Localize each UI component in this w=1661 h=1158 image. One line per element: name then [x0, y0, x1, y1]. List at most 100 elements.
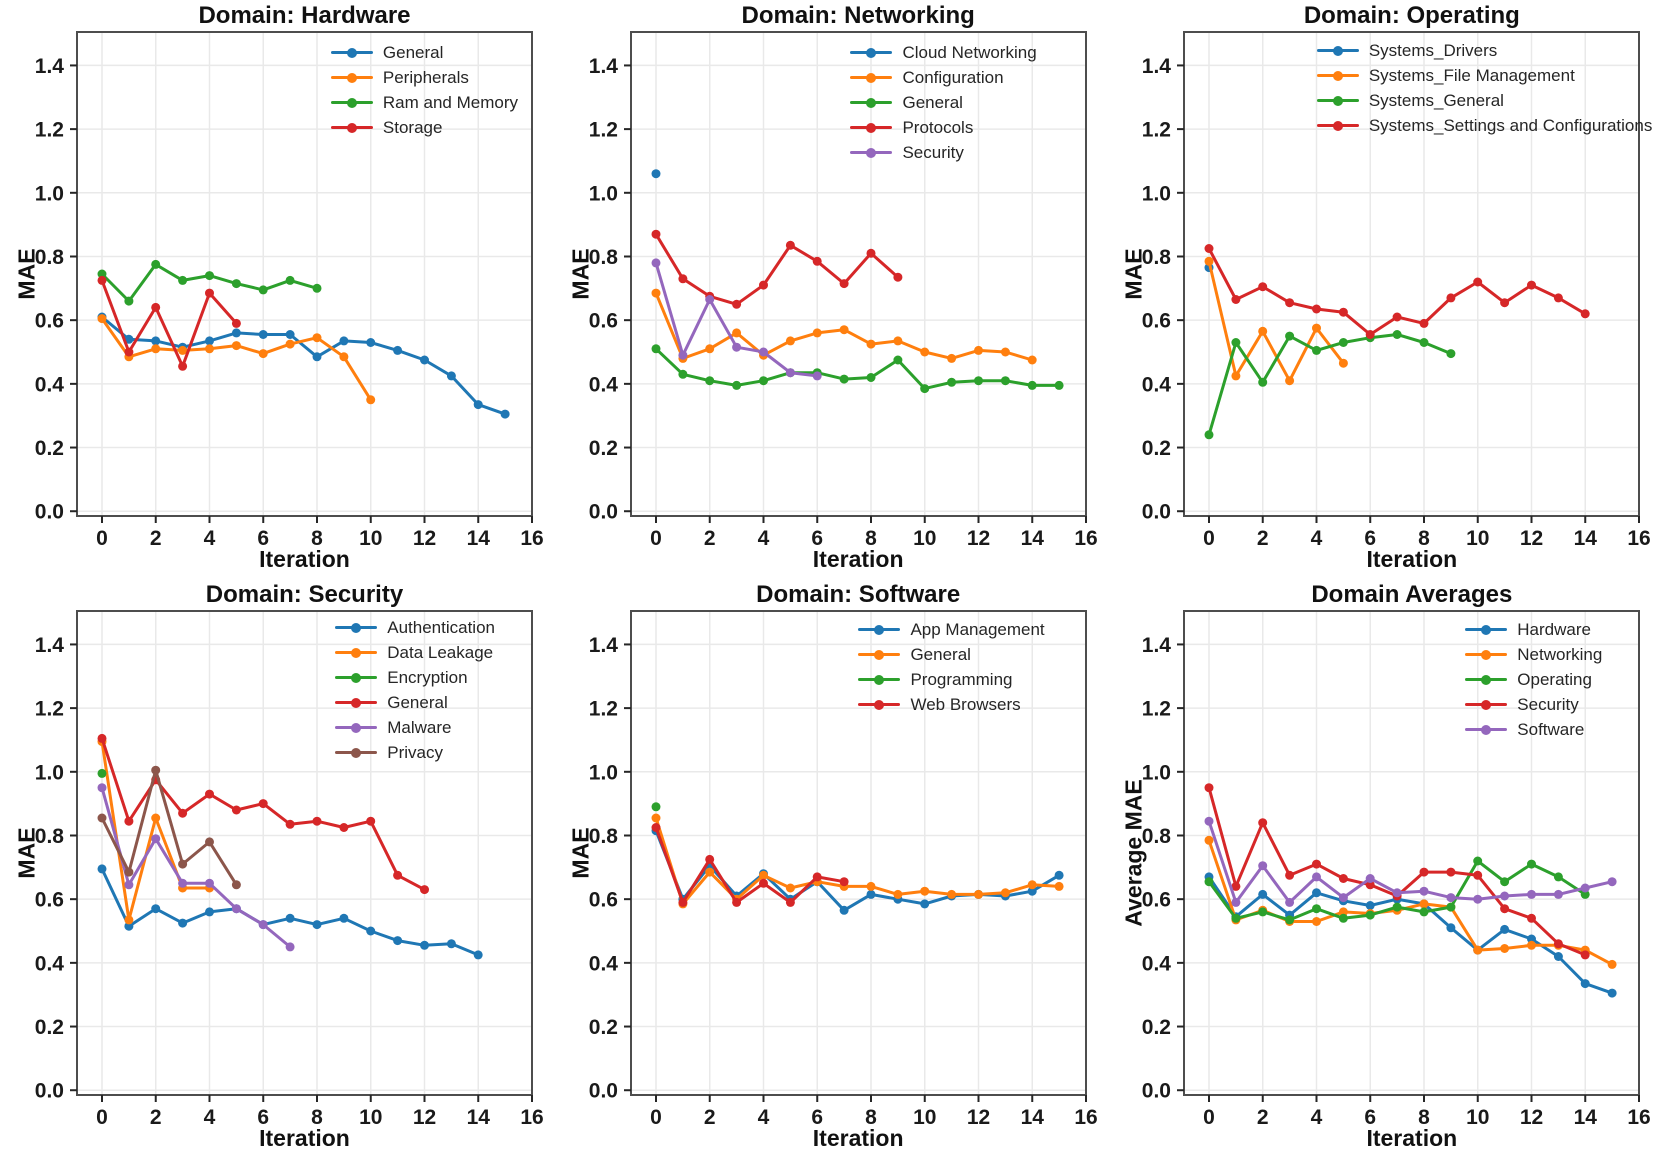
svg-text:1.4: 1.4 — [588, 634, 618, 657]
legend-item: General — [330, 40, 443, 65]
legend-line-marker-icon — [330, 97, 373, 109]
legend-line-marker-icon — [1465, 649, 1508, 661]
svg-text:0.4: 0.4 — [35, 373, 65, 396]
svg-text:0.4: 0.4 — [1142, 373, 1172, 396]
svg-text:0.6: 0.6 — [588, 310, 617, 333]
legend-line-marker-icon — [858, 674, 901, 686]
legend-label: App Management — [910, 619, 1045, 639]
plot-area: 0 2 4 6 8 10 12 14 16 0.0 0.2 0.4 0.6 0.8 1.0 1.2 1.4 — [35, 610, 544, 1129]
legend-line-marker-icon — [335, 622, 378, 634]
svg-text:0.6: 0.6 — [588, 889, 617, 912]
legend-item: Peripherals — [330, 65, 469, 90]
legend-line-marker-icon — [1316, 70, 1359, 82]
chart-panel-domain-averages: Domain Averages Average MAE 0 2 4 6 8 10 12 14 1… — [1107, 579, 1660, 1158]
svg-text:8: 8 — [311, 527, 323, 550]
legend-line-marker-icon — [335, 722, 378, 734]
legend-line-marker-icon — [335, 647, 378, 659]
svg-text:0.8: 0.8 — [1142, 825, 1172, 848]
svg-text:0: 0 — [1203, 527, 1215, 550]
svg-text:0: 0 — [650, 527, 662, 550]
svg-text:0.0: 0.0 — [35, 501, 64, 524]
svg-text:1.4: 1.4 — [35, 634, 65, 657]
svg-text:16: 16 — [520, 1106, 543, 1129]
svg-text:4: 4 — [757, 527, 769, 550]
svg-text:12: 12 — [1520, 527, 1543, 550]
legend-line-marker-icon — [850, 97, 893, 109]
legend-item: Malware — [335, 715, 452, 740]
legend-label: Ram and Memory — [382, 92, 518, 112]
svg-text:0.4: 0.4 — [1142, 952, 1172, 975]
legend-label: Web Browsers — [910, 694, 1021, 714]
legend-item: App Management — [858, 617, 1045, 642]
svg-text:2: 2 — [704, 1106, 716, 1129]
svg-text:1.4: 1.4 — [35, 55, 65, 78]
svg-text:10: 10 — [1466, 1106, 1489, 1129]
svg-text:2: 2 — [150, 527, 162, 550]
legend-label: Data Leakage — [387, 642, 494, 662]
x-axis-label: Iteration — [812, 1125, 904, 1151]
legend-item: Encryption — [335, 665, 468, 690]
legend-item: Networking — [1465, 642, 1602, 667]
legend-item: General — [850, 90, 963, 115]
legend-line-marker-icon — [850, 147, 893, 159]
svg-text:16: 16 — [1628, 1106, 1651, 1129]
legend-line-marker-icon — [335, 672, 378, 684]
legend-label: Security — [1517, 694, 1579, 714]
svg-text:4: 4 — [1311, 527, 1323, 550]
legend-item: Privacy — [335, 740, 443, 765]
legend-label: Networking — [1517, 644, 1603, 664]
svg-text:0.8: 0.8 — [35, 825, 65, 848]
svg-text:1.2: 1.2 — [35, 119, 64, 142]
x-axis-label: Iteration — [1366, 546, 1458, 572]
plot-area: 0 2 4 6 8 10 12 14 16 0.0 0.2 0.4 0.6 0.8 1.0 1.2 1.4 — [1142, 31, 1651, 550]
legend: General Peripherals Ram and Memory Storage — [330, 40, 518, 140]
svg-text:0.6: 0.6 — [35, 310, 64, 333]
legend: Hardware Networking Operating Security Softw… — [1465, 617, 1602, 742]
svg-text:0.2: 0.2 — [588, 1016, 617, 1039]
svg-text:1.0: 1.0 — [35, 182, 64, 205]
svg-text:16: 16 — [520, 527, 543, 550]
chart-title: Domain: Hardware — [198, 2, 411, 29]
legend-line-marker-icon — [850, 47, 893, 59]
svg-text:14: 14 — [1574, 1106, 1598, 1129]
legend-line-marker-icon — [850, 122, 893, 134]
svg-text:6: 6 — [257, 1106, 269, 1129]
x-axis-label: Iteration — [812, 546, 904, 572]
svg-text:6: 6 — [811, 1106, 823, 1129]
legend-line-marker-icon — [1465, 674, 1508, 686]
plot-area: 0 2 4 6 8 10 12 14 16 0.0 0.2 0.4 0.6 0.8 1.0 1.2 1.4 — [1142, 610, 1651, 1129]
chart-panel-operating: Domain: Operating MAE 0 2 4 6 8 10 12 14 16 0.0 0.… — [1107, 0, 1660, 579]
chart-panel-hardware: Domain: Hardware MAE 0 2 4 6 8 10 12 14 16 0.0 0.2… — [0, 0, 553, 579]
svg-text:0.8: 0.8 — [1142, 246, 1172, 269]
legend-line-marker-icon — [330, 72, 373, 84]
svg-text:14: 14 — [467, 1106, 491, 1129]
legend-item: Ram and Memory — [330, 90, 518, 115]
svg-text:0.0: 0.0 — [1142, 501, 1171, 524]
legend-item: Security — [850, 140, 964, 165]
svg-text:0: 0 — [650, 1106, 662, 1129]
svg-text:0.6: 0.6 — [1142, 310, 1171, 333]
svg-text:1.0: 1.0 — [35, 761, 64, 784]
legend-line-marker-icon — [1316, 45, 1359, 57]
legend-item: Data Leakage — [335, 640, 493, 665]
legend-line-marker-icon — [1316, 95, 1359, 107]
x-axis-label: Iteration — [259, 546, 350, 572]
legend-item: Cloud Networking — [850, 40, 1037, 65]
legend-label: Cloud Networking — [902, 42, 1037, 62]
legend-item: Software — [1465, 717, 1584, 742]
svg-text:2: 2 — [150, 1106, 162, 1129]
svg-text:2: 2 — [704, 527, 716, 550]
svg-text:14: 14 — [1574, 527, 1598, 550]
legend: Cloud Networking Configuration General Prot… — [850, 40, 1037, 165]
svg-text:12: 12 — [413, 527, 436, 550]
legend: Authentication Data Leakage Encryption Gene… — [335, 615, 495, 765]
svg-text:1.4: 1.4 — [1142, 634, 1172, 657]
svg-text:0.0: 0.0 — [588, 1080, 617, 1103]
legend-label: Privacy — [387, 742, 443, 762]
plot-area: 0 2 4 6 8 10 12 14 16 0.0 0.2 0.4 0.6 0.8 1.0 1.2 1.4 — [588, 610, 1097, 1129]
svg-text:1.0: 1.0 — [588, 182, 617, 205]
legend-label: Operating — [1517, 669, 1592, 689]
legend-label: General — [387, 692, 448, 712]
legend-item: Operating — [1465, 667, 1592, 692]
svg-text:8: 8 — [1418, 527, 1430, 550]
